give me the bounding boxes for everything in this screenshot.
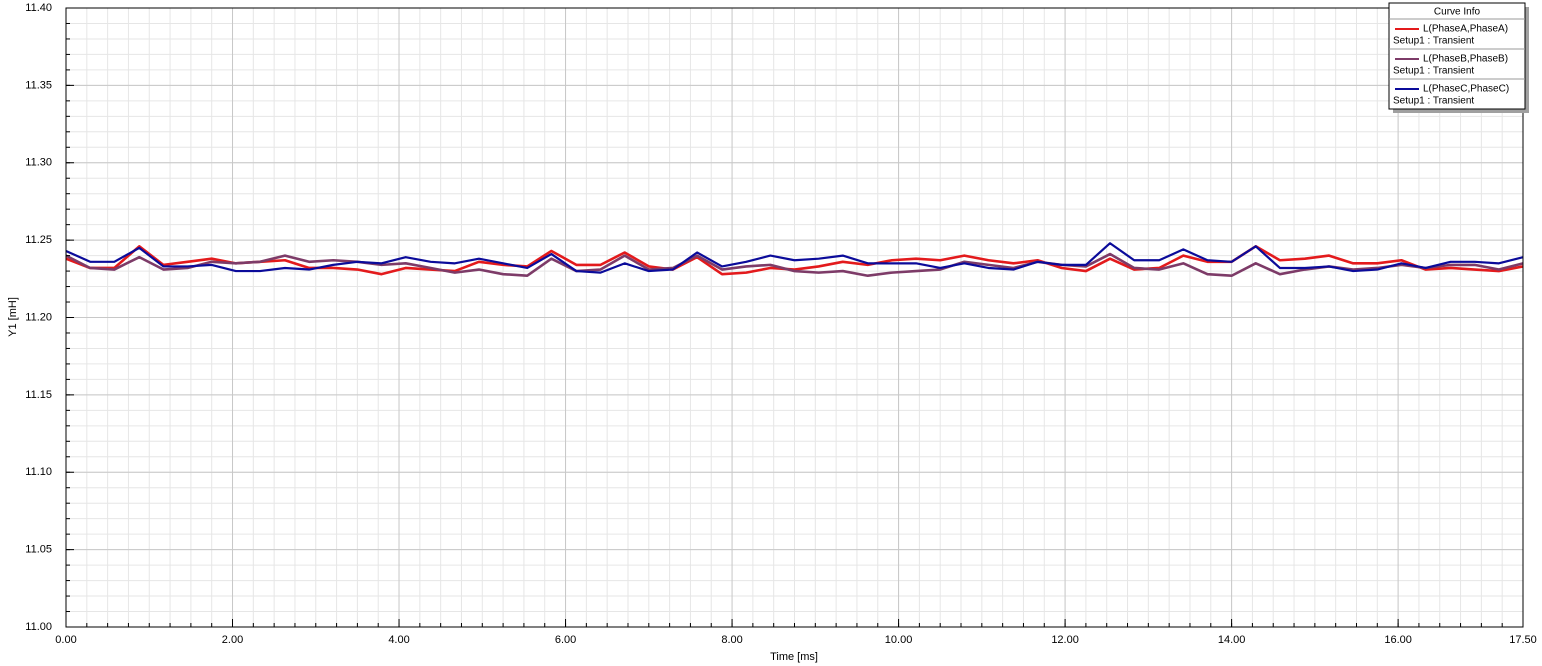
x-tick-label: 10.00 bbox=[885, 634, 913, 646]
y-tick-label: 11.35 bbox=[25, 79, 52, 91]
x-tick-label: 8.00 bbox=[721, 634, 742, 646]
legend-label: L(PhaseC,PhaseC) bbox=[1423, 84, 1509, 95]
y-tick-label: 11.25 bbox=[25, 234, 52, 246]
x-tick-label: 4.00 bbox=[388, 634, 409, 646]
legend-label: L(PhaseB,PhaseB) bbox=[1423, 54, 1508, 65]
y-tick-label: 11.15 bbox=[25, 389, 52, 401]
x-tick-label: 6.00 bbox=[555, 634, 576, 646]
y-tick-label: 11.00 bbox=[25, 621, 52, 633]
grid bbox=[65, 7, 1524, 628]
legend-title: Curve Info bbox=[1434, 7, 1481, 18]
x-tick-label: 2.00 bbox=[222, 634, 243, 646]
x-tick-label: 0.00 bbox=[55, 634, 76, 646]
y-tick-label: 11.10 bbox=[25, 466, 52, 478]
legend-label: L(PhaseA,PhaseA) bbox=[1423, 24, 1508, 35]
ticks: 0.00 2.00 4.00 6.00 8.00 10.00 12.00 14.00 16.00… bbox=[25, 2, 1536, 646]
y-tick-label: 11.30 bbox=[25, 157, 52, 169]
x-axis-label: Time [ms] bbox=[770, 651, 818, 663]
y-tick-label: 11.20 bbox=[25, 311, 52, 323]
x-tick-label: 14.00 bbox=[1218, 634, 1246, 646]
x-tick-label: 12.00 bbox=[1051, 634, 1079, 646]
legend-setup: Setup1 : Transient bbox=[1393, 66, 1474, 77]
y-tick-label: 11.40 bbox=[25, 2, 52, 14]
legend-box bbox=[1388, 2, 1526, 110]
y-axis-label: Y1 [mH] bbox=[7, 297, 19, 337]
series-line bbox=[65, 252, 1524, 278]
y-tick-label: 11.05 bbox=[25, 544, 52, 556]
legend-setup: Setup1 : Transient bbox=[1393, 96, 1474, 107]
series-line bbox=[65, 245, 1524, 276]
series-line bbox=[65, 242, 1524, 274]
legend-setup: Setup1 : Transient bbox=[1393, 36, 1474, 47]
x-tick-label: 17.50 bbox=[1509, 634, 1537, 646]
x-tick-label: 16.00 bbox=[1384, 634, 1412, 646]
series-lines bbox=[65, 242, 1524, 278]
